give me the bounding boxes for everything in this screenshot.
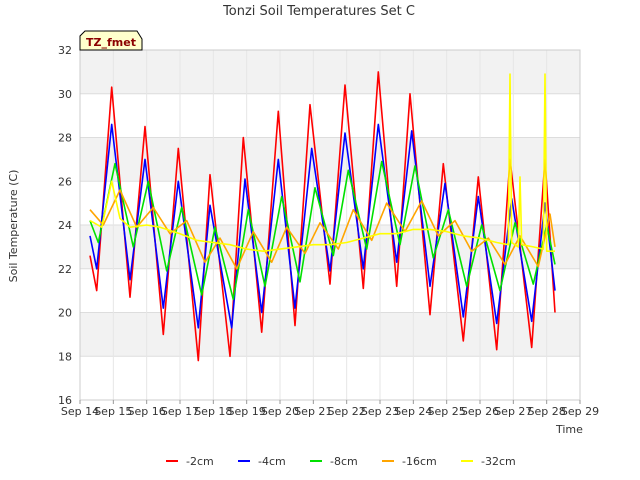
y-axis-label: Soil Temperature (C) (7, 170, 20, 283)
y-tick-label: 22 (58, 263, 72, 276)
source-badge: TZ_fmet (79, 30, 143, 51)
series-lines (89, 71, 556, 362)
grid-band (80, 312, 580, 357)
y-tick-label: 16 (58, 394, 72, 407)
x-tick-label: Sep 17 (161, 405, 199, 418)
x-tick-label: Sep 19 (228, 405, 266, 418)
grid-band (80, 50, 580, 94)
legend-label: -4cm (258, 455, 286, 468)
badge-shape (79, 30, 143, 51)
x-tick-label: Sep 28 (528, 405, 566, 418)
chart-title: Tonzi Soil Temperatures Set C (222, 4, 415, 19)
legend-label: -16cm (402, 455, 437, 468)
grid-band (80, 137, 580, 182)
series-line-minus-8cm (89, 160, 556, 301)
x-tick-label: Sep 14 (61, 405, 99, 418)
x-tick-label: Sep 25 (428, 405, 466, 418)
x-tick-label: Sep 16 (128, 405, 166, 418)
x-tick-label: Sep 21 (294, 405, 332, 418)
y-tick-label: 28 (58, 132, 72, 145)
y-tick-label: 20 (58, 307, 72, 320)
grid (79, 49, 581, 401)
x-tick-label: Sep 26 (461, 405, 499, 418)
grid-band (80, 225, 580, 269)
series-line-minus-2cm (89, 71, 556, 362)
x-tick-label: Sep 29 (561, 405, 599, 418)
legend-label: -32cm (481, 455, 516, 468)
legend-label: -8cm (330, 455, 358, 468)
series-line-minus-32cm (89, 73, 555, 252)
y-tick-label: 24 (58, 219, 72, 232)
y-tick-label: 30 (58, 88, 72, 101)
x-tick-label: Sep 15 (94, 405, 132, 418)
legend: -2cm -4cm -8cm -16cm -32cm (166, 455, 516, 468)
x-tick-label: Sep 24 (394, 405, 432, 418)
plot-border (79, 49, 581, 401)
x-tick-label: Sep 18 (194, 405, 232, 418)
badge-label: TZ_fmet (86, 36, 136, 49)
y-tick-label: 32 (58, 44, 72, 57)
x-tick-label: Sep 23 (361, 405, 399, 418)
x-axis-label: Time (555, 423, 583, 436)
x-tick-label: Sep 22 (328, 405, 366, 418)
x-tick-label: Sep 20 (261, 405, 299, 418)
y-tick-label: 26 (58, 175, 72, 188)
legend-label: -2cm (186, 455, 214, 468)
x-tick-label: Sep 27 (494, 405, 532, 418)
y-tick-label: 18 (58, 350, 72, 363)
